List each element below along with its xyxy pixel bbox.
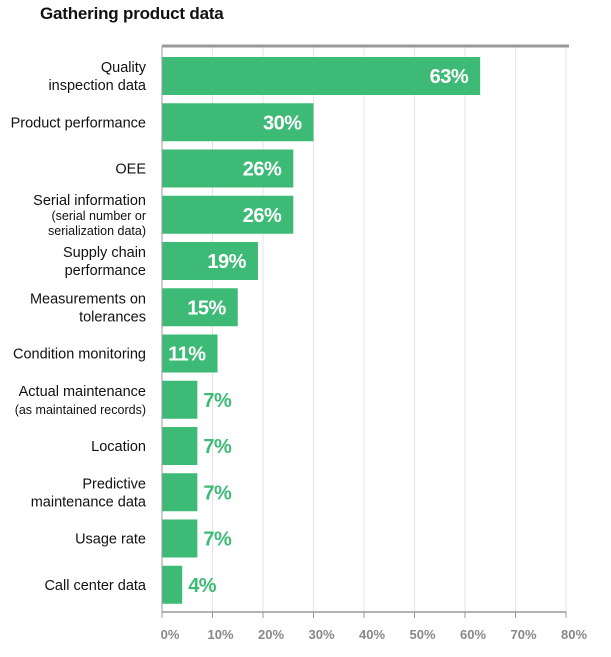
bar [162, 519, 198, 558]
category-label: Quality inspection data [48, 60, 146, 94]
bar [162, 473, 198, 512]
category-label: Predictive maintenance data [31, 476, 147, 510]
value-label: 19% [207, 251, 246, 273]
category-label-line: Condition monitoring [13, 347, 146, 363]
x-tick-label: 10% [207, 627, 233, 642]
category-label-line: Location [91, 439, 146, 455]
bar [162, 195, 294, 234]
gridlines [212, 46, 567, 612]
x-tick-label: 40% [359, 627, 385, 642]
category-label-line: OEE [115, 162, 146, 178]
category-label: OEE [115, 162, 146, 178]
axes [161, 44, 569, 618]
bar [162, 427, 198, 465]
category-label-line: Measurements on [30, 291, 146, 307]
bar [162, 288, 238, 327]
value-label: 7% [203, 529, 232, 551]
category-label-line: inspection data [48, 78, 146, 94]
category-label-line: tolerances [79, 309, 146, 325]
bar [162, 57, 481, 95]
bar [162, 380, 198, 419]
category-label-line: Actual maintenance [19, 384, 146, 400]
x-tick-labels: 0% 10% 20% 30% 40% 50% 60% 70% 80% [161, 627, 588, 642]
x-tick-label: 60% [460, 627, 486, 642]
category-label: Serial information (serial number or seria… [33, 193, 146, 238]
value-label: 15% [187, 297, 226, 319]
x-tick-label: 80% [561, 627, 587, 642]
bar [162, 565, 183, 604]
category-label: Product performance [11, 115, 146, 131]
category-label-line: Quality [101, 60, 147, 76]
category-label: Location [91, 439, 146, 455]
category-label-line: Predictive [82, 476, 146, 492]
value-label: 30% [263, 112, 302, 134]
value-label: 4% [188, 575, 217, 597]
value-label: 7% [203, 436, 232, 458]
value-label: 63% [430, 66, 469, 88]
category-label: Condition monitoring [13, 347, 146, 363]
x-tick-label: 70% [510, 627, 536, 642]
chart-title: Gathering product data [40, 4, 224, 23]
value-label: 11% [168, 344, 206, 366]
x-tick-label: 0% [161, 627, 180, 642]
category-label-line: Call center data [44, 578, 146, 594]
bar [162, 242, 258, 280]
bar [162, 334, 218, 373]
value-label: 7% [203, 482, 232, 504]
category-label-line: (as maintained records) [15, 403, 146, 417]
category-label-line: maintenance data [31, 494, 147, 510]
bar [162, 149, 294, 188]
value-labels: 63% 30% 26% 26% 19% 15% 11% 7% 7% 7% 7% 4% [168, 66, 469, 597]
category-label: Call center data [44, 578, 146, 594]
value-label: 26% [243, 205, 282, 227]
category-label-line: Product performance [11, 115, 146, 131]
category-labels: Quality inspection data Product performanc… [11, 60, 147, 594]
x-tick-label: 20% [258, 627, 284, 642]
category-label: Actual maintenance (as maintained records… [15, 384, 146, 417]
category-label: Usage rate [75, 532, 146, 548]
bar [162, 103, 314, 142]
category-label-line: performance [65, 263, 146, 279]
x-tick-label: 50% [409, 627, 435, 642]
category-label: Supply chain performance [63, 245, 146, 279]
bars [162, 57, 481, 604]
category-label-line: Supply chain [63, 245, 146, 261]
category-label-line: Usage rate [75, 532, 146, 548]
value-label: 7% [203, 390, 232, 412]
category-label-line: serialization data) [48, 224, 146, 238]
category-label-line: Serial information [33, 193, 146, 209]
category-label: Measurements on tolerances [30, 291, 146, 325]
category-label-line: (serial number or [52, 209, 146, 223]
value-label: 26% [243, 159, 282, 181]
x-tick-label: 30% [308, 627, 334, 642]
